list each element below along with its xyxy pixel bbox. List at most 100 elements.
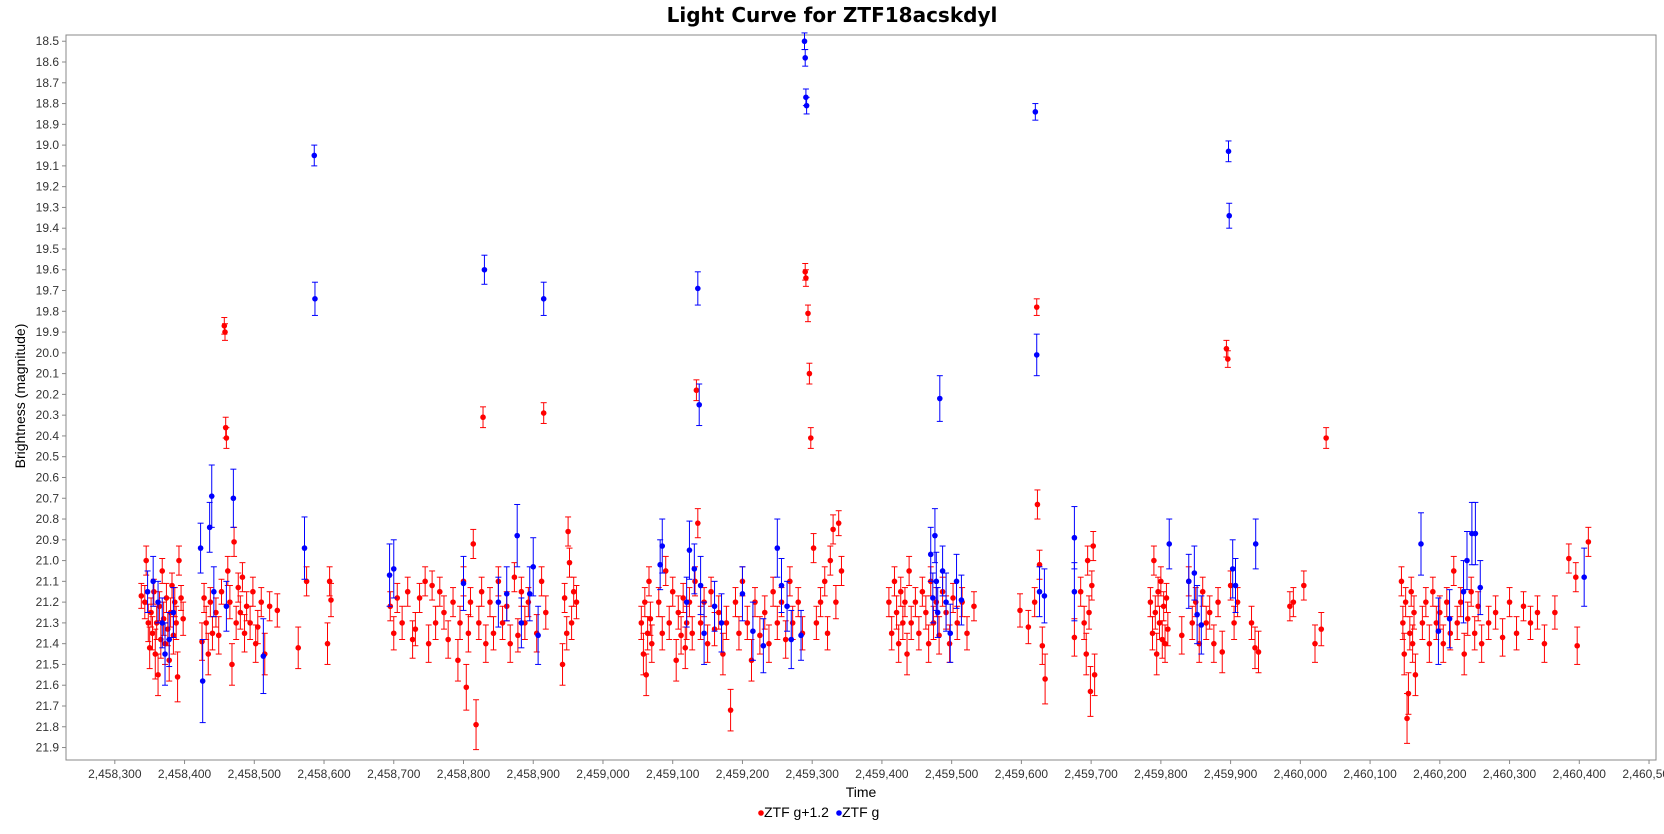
data-point [565, 528, 571, 535]
data-point [233, 620, 239, 626]
y-tick-label: 20.4 [36, 429, 60, 443]
data-point [1091, 672, 1098, 678]
data-point [241, 630, 248, 637]
data-point [390, 566, 397, 572]
data-point [1323, 435, 1329, 441]
data-point [1450, 568, 1457, 574]
data-point [295, 645, 302, 651]
data-point [696, 401, 703, 408]
data-point [223, 435, 230, 441]
data-point [1189, 620, 1196, 626]
data-point [1232, 582, 1239, 589]
x-tick-label: 2,459,000 [576, 767, 630, 781]
data-point [886, 599, 892, 605]
data-point [1574, 642, 1580, 649]
data-point [1159, 636, 1166, 643]
data-point [218, 588, 225, 595]
data-point [1573, 574, 1579, 580]
data-point [166, 636, 173, 643]
data-point [511, 574, 518, 580]
x-axis-label: Time [846, 784, 877, 800]
data-point [495, 599, 502, 605]
y-tick-label: 21.1 [36, 574, 60, 588]
data-point [483, 640, 489, 647]
data-point [1412, 672, 1419, 678]
data-point [1203, 620, 1209, 626]
data-point [422, 578, 428, 585]
data-point [507, 640, 514, 647]
data-point [1151, 557, 1157, 564]
data-point [1464, 615, 1471, 622]
data-point [515, 632, 521, 639]
data-point [720, 651, 726, 657]
data-point [1426, 640, 1433, 647]
data-point [1419, 620, 1426, 626]
data-point [394, 595, 401, 601]
y-tick-label: 21.6 [36, 678, 60, 692]
y-axis-label: Brightness (magnitude) [12, 324, 28, 469]
legend-marker [836, 810, 842, 816]
data-point [173, 620, 179, 626]
series-ztf-g-plus-1-2 [138, 263, 1592, 751]
data-point [150, 578, 156, 585]
data-point [465, 630, 472, 637]
data-point [1039, 642, 1046, 649]
data-point [912, 599, 919, 605]
data-point [445, 636, 451, 643]
data-point [1225, 356, 1231, 362]
data-point [146, 645, 153, 651]
data-point [695, 285, 701, 292]
data-point [222, 329, 228, 335]
data-point [1464, 557, 1470, 564]
data-point [803, 102, 810, 109]
data-point [227, 599, 233, 605]
data-point [1152, 609, 1159, 616]
data-point [801, 38, 808, 45]
data-point [1042, 676, 1048, 682]
data-point [662, 568, 669, 574]
data-point [1234, 599, 1241, 605]
x-axis: 2,458,300 2,458,400 2,458,500 2,458,600 2,45… [88, 760, 1664, 781]
data-point [399, 620, 405, 626]
data-point [1215, 599, 1221, 605]
data-point [1287, 603, 1293, 610]
data-point [732, 599, 739, 605]
data-point [215, 632, 222, 639]
data-point [1461, 651, 1468, 657]
data-point [1446, 615, 1453, 622]
data-point [1513, 630, 1520, 637]
x-tick-label: 2,459,300 [785, 767, 839, 781]
data-point [1485, 620, 1492, 626]
data-point [563, 630, 570, 637]
data-point [821, 578, 828, 585]
data-point [708, 588, 714, 595]
data-point [835, 520, 842, 526]
data-point [788, 636, 795, 643]
data-point [646, 578, 652, 585]
data-point [514, 532, 520, 539]
data-point [1423, 599, 1429, 605]
data-point [254, 624, 261, 630]
data-point [715, 609, 722, 616]
x-tick-label: 2,460,300 [1483, 767, 1537, 781]
data-point [932, 532, 938, 539]
data-point [412, 626, 419, 632]
data-point [838, 568, 845, 574]
y-tick-label: 18.5 [36, 34, 60, 48]
data-point [174, 674, 181, 680]
data-point [481, 266, 488, 273]
data-point [695, 520, 701, 526]
data-point [807, 435, 814, 441]
y-tick-label: 20.9 [36, 533, 60, 547]
data-point [1252, 541, 1259, 547]
data-point [947, 630, 954, 637]
data-point [1191, 570, 1198, 576]
data-point [1443, 599, 1450, 605]
data-point [1156, 620, 1163, 626]
y-tick-label: 21.9 [36, 741, 60, 755]
data-point [644, 630, 651, 637]
data-point [893, 609, 900, 616]
data-point [946, 640, 953, 647]
data-point [324, 640, 331, 647]
data-point [328, 597, 334, 603]
